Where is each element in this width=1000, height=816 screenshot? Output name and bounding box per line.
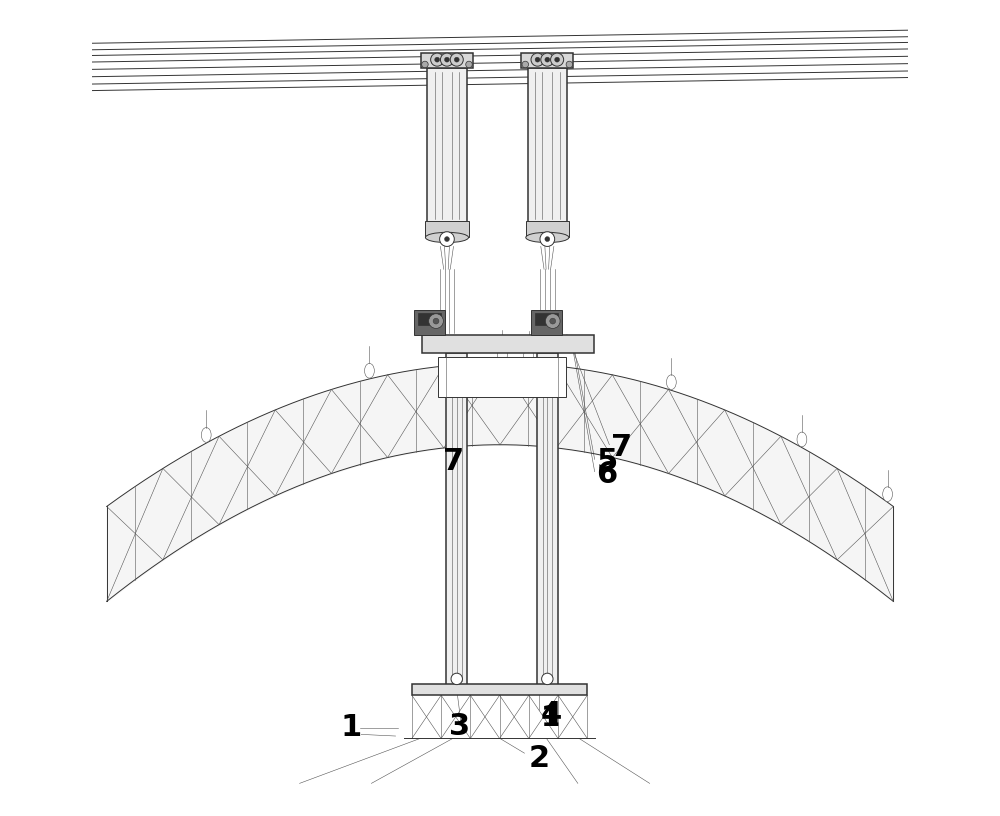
Circle shape (566, 61, 573, 68)
Circle shape (450, 53, 463, 66)
Circle shape (545, 314, 560, 329)
Bar (425, 221, 469, 237)
Bar (418, 313, 441, 325)
Bar (422, 335, 594, 353)
Bar (427, 68, 467, 223)
Ellipse shape (524, 348, 533, 363)
Circle shape (429, 314, 443, 329)
Ellipse shape (883, 487, 892, 502)
Circle shape (451, 673, 462, 685)
Ellipse shape (201, 428, 211, 442)
Text: 7: 7 (443, 447, 464, 477)
Bar (414, 310, 445, 335)
Bar (438, 357, 566, 397)
Text: 6: 6 (596, 459, 618, 489)
Circle shape (435, 57, 440, 62)
Circle shape (541, 53, 554, 66)
Circle shape (454, 57, 459, 62)
Circle shape (445, 237, 449, 242)
Circle shape (542, 673, 553, 685)
Bar (535, 313, 558, 325)
Bar (531, 310, 562, 335)
Text: 3: 3 (449, 712, 470, 741)
Circle shape (545, 57, 550, 62)
Circle shape (540, 232, 555, 246)
Circle shape (522, 61, 529, 68)
Bar (528, 68, 567, 223)
Ellipse shape (797, 432, 807, 447)
Text: 2: 2 (529, 744, 550, 774)
Circle shape (531, 53, 544, 66)
Ellipse shape (498, 348, 507, 362)
Bar (446, 353, 467, 690)
Ellipse shape (666, 375, 676, 389)
Bar (412, 684, 587, 695)
Circle shape (551, 53, 564, 66)
Bar (421, 53, 473, 68)
Text: 4: 4 (541, 700, 562, 730)
Circle shape (440, 232, 454, 246)
Circle shape (550, 318, 556, 324)
Circle shape (535, 57, 540, 62)
Circle shape (440, 53, 453, 66)
Text: 5: 5 (596, 447, 618, 477)
Text: 1: 1 (541, 704, 560, 732)
Circle shape (466, 61, 472, 68)
Bar (537, 353, 558, 690)
Bar (526, 221, 569, 237)
Circle shape (433, 318, 439, 324)
Ellipse shape (365, 363, 374, 378)
Text: 1: 1 (341, 713, 362, 743)
Circle shape (545, 237, 550, 242)
Circle shape (422, 61, 428, 68)
Circle shape (431, 53, 444, 66)
Circle shape (445, 57, 449, 62)
Bar (521, 53, 573, 68)
Ellipse shape (425, 233, 469, 242)
Text: 7: 7 (611, 432, 632, 462)
Ellipse shape (526, 233, 569, 242)
Circle shape (555, 57, 560, 62)
